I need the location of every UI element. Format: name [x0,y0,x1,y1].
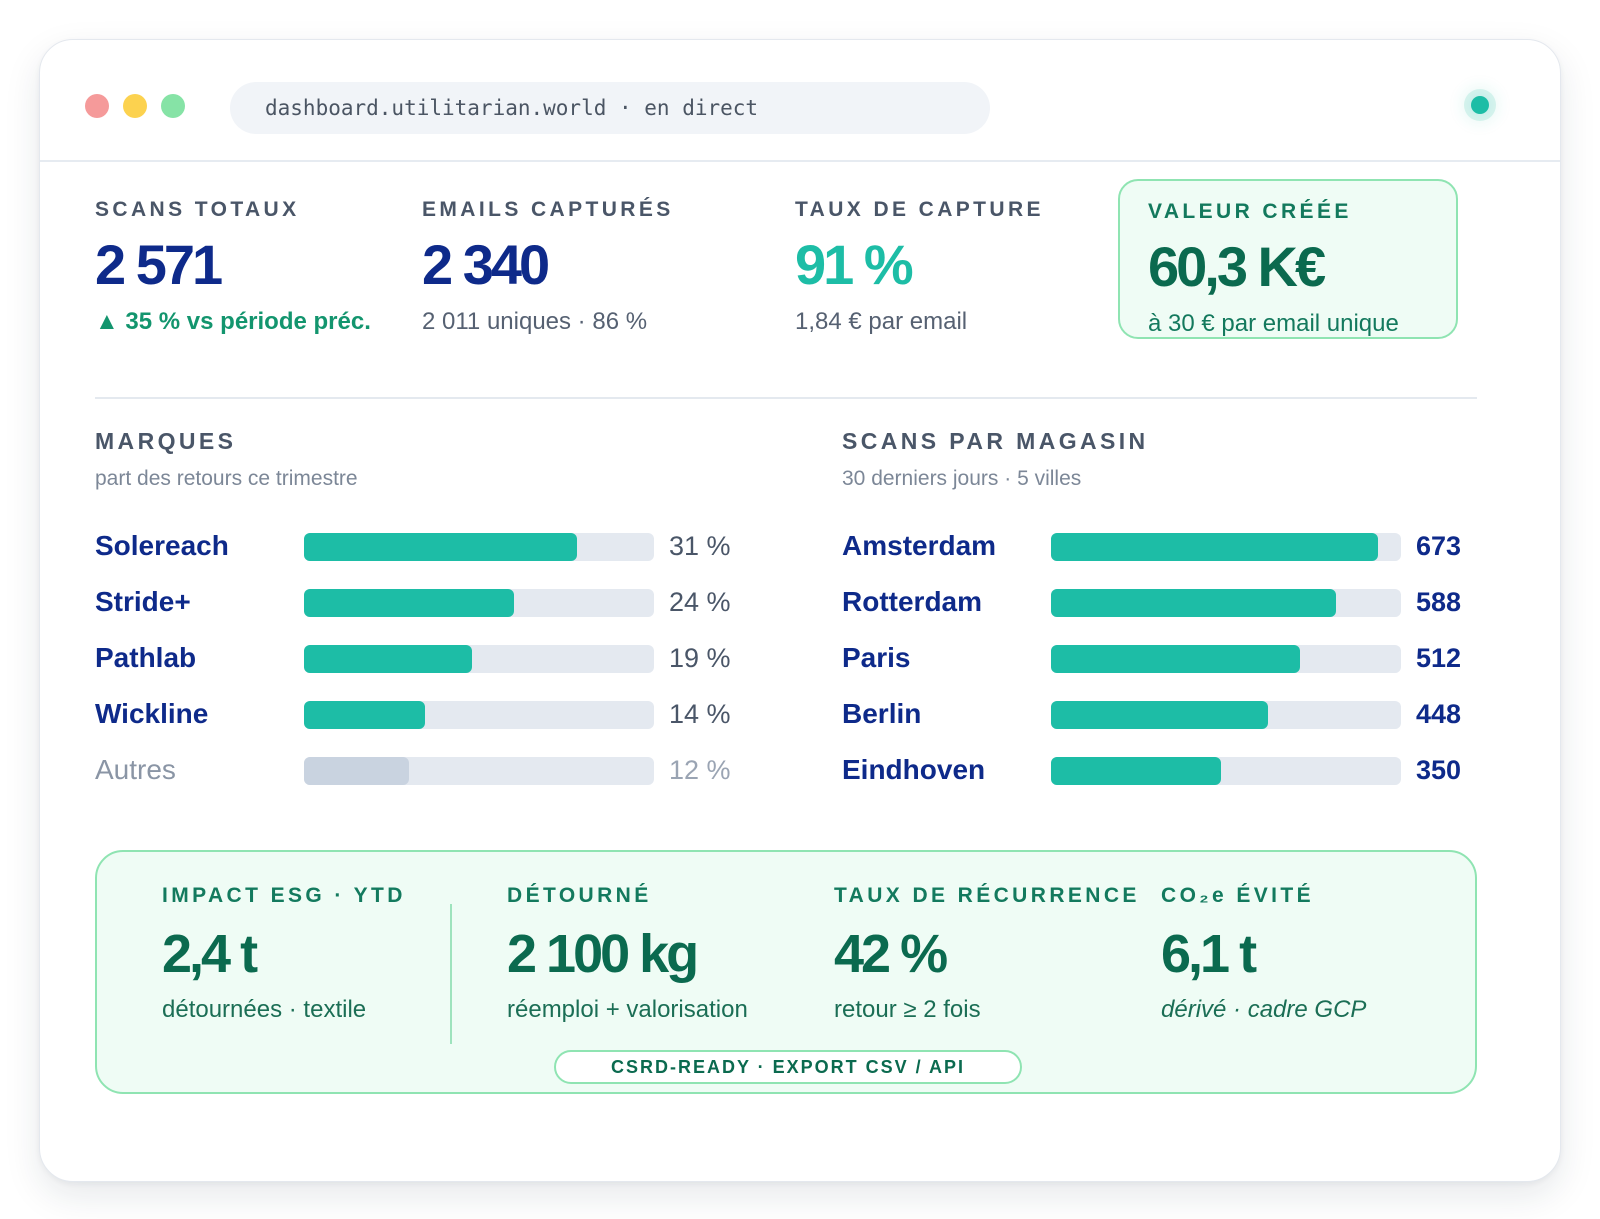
bar-label: Pathlab [95,642,197,673]
bar-track [304,757,654,785]
bar-fill [1051,589,1336,617]
minimize-window-button[interactable] [123,94,147,118]
bar-track [1051,589,1401,617]
kpi-value: 2 571 [95,233,223,296]
esg-label: CO₂e ÉVITÉ [1161,884,1315,907]
bar-track [304,589,654,617]
bar-value: 448 [1416,699,1462,729]
section-divider [95,397,1477,399]
kpi-value: 2 340 [422,233,550,296]
section-title: MARQUES [95,428,237,454]
kpi-total-scans: SCANS TOTAUX 2 571 ▲ 35 % vs période pré… [95,198,371,336]
bar-label: Paris [842,642,911,673]
brand-row: Autres 12 % [95,754,775,787]
address-bar[interactable]: dashboard.utilitarian.world · en direct [230,82,990,134]
esg-co2-avoided: CO₂e ÉVITÉ 6,1 t dérivé · cadre GCP [1161,884,1366,1024]
kpi-label: VALEUR CRÉÉE [1148,200,1352,223]
esg-value: 42 % [834,924,948,984]
bar-fill [304,645,472,673]
kpi-value: 91 % [795,233,914,296]
bar-fill [1051,645,1300,673]
bar-value: 512 [1416,643,1462,673]
section-title: SCANS PAR MAGASIN [842,428,1149,454]
esg-label: TAUX DE RÉCURRENCE [834,884,1140,907]
bar-label: Autres [95,754,176,785]
store-row: Eindhoven 350 [842,754,1482,787]
brand-row: Solereach 31 % [95,530,775,563]
kpi-capture-rate: TAUX DE CAPTURE 91 % 1,84 € par email [795,198,1044,336]
kpi-label: EMAILS CAPTURÉS [422,198,674,221]
section-subtitle: 30 derniers jours · 5 villes [842,467,1082,490]
bar-track [1051,533,1401,561]
bar-track [1051,645,1401,673]
bar-fill [1051,701,1268,729]
bar-track [1051,701,1401,729]
bar-fill [304,589,514,617]
bar-label: Eindhoven [842,754,986,785]
bar-value: 673 [1416,531,1462,561]
store-row: Amsterdam 673 [842,530,1482,563]
bar-track [304,533,654,561]
brand-row: Wickline 14 % [95,698,775,731]
esg-subtext: détournées · textile [162,996,367,1023]
esg-diverted: DÉTOURNÉ 2 100 kg réemploi + valorisatio… [507,884,748,1024]
bar-value: 12 % [669,755,731,785]
store-row: Berlin 448 [842,698,1482,731]
stores-section-header: SCANS PAR MAGASIN 30 derniers jours · 5 … [842,428,1149,491]
dashboard-window: dashboard.utilitarian.world · en direct … [39,39,1561,1182]
bar-fill [304,757,409,785]
bar-value: 14 % [669,699,731,729]
esg-recurrence: TAUX DE RÉCURRENCE 42 % retour ≥ 2 fois [834,884,1140,1024]
bar-label: Amsterdam [842,530,997,561]
bar-track [1051,757,1401,785]
bar-label: Berlin [842,698,922,729]
kpi-label: TAUX DE CAPTURE [795,198,1044,221]
bar-label: Wickline [95,698,209,729]
bar-label: Stride+ [95,586,191,617]
brand-row: Pathlab 19 % [95,642,775,675]
bar-fill [1051,533,1378,561]
kpi-subtext: à 30 € par email unique [1148,310,1399,337]
esg-impact: IMPACT ESG · YTD 2,4 t détournées · text… [162,884,406,1024]
bar-track [304,645,654,673]
esg-label: IMPACT ESG · YTD [162,884,406,907]
bar-value: 24 % [669,587,731,617]
esg-impact-card: IMPACT ESG · YTD 2,4 t détournées · text… [95,850,1477,1094]
bar-fill [304,701,425,729]
bar-value: 350 [1416,755,1462,785]
bar-fill [304,533,577,561]
esg-subtext: réemploi + valorisation [507,996,748,1023]
esg-divider [450,904,452,1044]
kpi-subtext: 1,84 € par email [795,308,968,335]
kpi-trend: ▲ 35 % vs période préc. [95,308,371,335]
bar-value: 588 [1416,587,1462,617]
brands-section-header: MARQUES part des retours ce trimestre [95,428,358,491]
title-bar: dashboard.utilitarian.world · en direct [40,40,1560,162]
bar-track [304,701,654,729]
close-window-button[interactable] [85,94,109,118]
section-subtitle: part des retours ce trimestre [95,467,358,490]
esg-value: 6,1 t [1161,924,1257,984]
esg-value: 2,4 t [162,924,258,984]
store-row: Rotterdam 588 [842,586,1482,619]
bar-label: Rotterdam [842,586,983,617]
csrd-export-badge[interactable]: CSRD-READY · EXPORT CSV / API [554,1050,1022,1084]
kpi-value: 60,3 K€ [1148,235,1326,298]
bar-fill [1051,757,1221,785]
esg-subtext: dérivé · cadre GCP [1161,996,1367,1023]
esg-subtext: retour ≥ 2 fois [834,996,981,1023]
esg-value: 2 100 kg [507,924,699,984]
kpi-subtext: 2 011 uniques · 86 % [422,308,648,335]
bar-label: Solereach [95,530,229,561]
store-row: Paris 512 [842,642,1482,675]
maximize-window-button[interactable] [161,94,185,118]
kpi-emails-captured: EMAILS CAPTURÉS 2 340 2 011 uniques · 86… [422,198,674,336]
kpi-value-created-card: VALEUR CRÉÉE 60,3 K€ à 30 € par email un… [1118,179,1458,339]
bar-value: 31 % [669,531,731,561]
bar-value: 19 % [669,643,731,673]
brand-row: Stride+ 24 % [95,586,775,619]
esg-label: DÉTOURNÉ [507,884,652,907]
live-status-icon [1471,96,1489,114]
kpi-label: SCANS TOTAUX [95,198,300,221]
